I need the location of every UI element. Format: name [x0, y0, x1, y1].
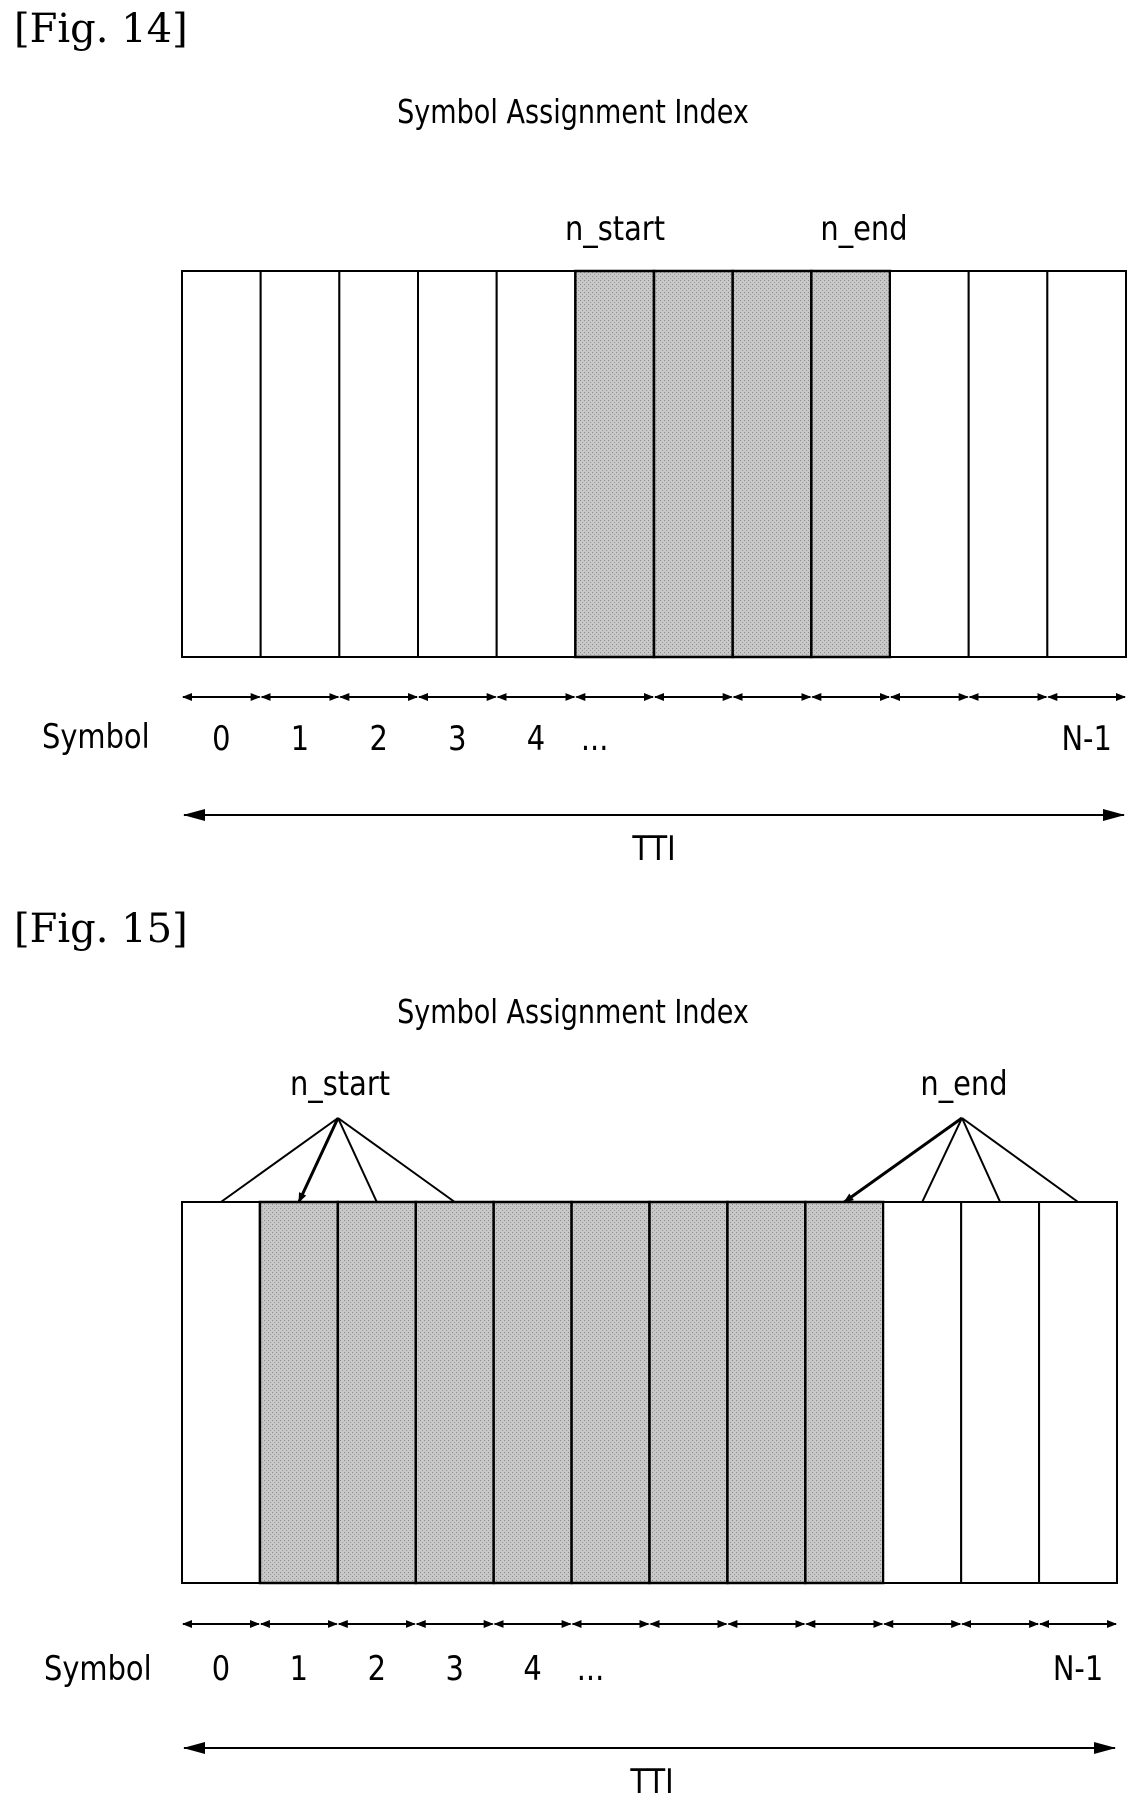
n-end-pointer [844, 1118, 962, 1202]
n-start-pointer [338, 1118, 455, 1202]
assigned-symbol-cell [494, 1202, 572, 1583]
symbol-index-label: 0 [212, 720, 230, 759]
symbol-cell [883, 1202, 961, 1583]
figure-15: [Fig. 15] Symbol Assignment Index n_star… [0, 900, 1146, 1807]
symbol-cell [1039, 1202, 1117, 1583]
symbol-index-label: 4 [523, 1650, 541, 1689]
symbol-index-label: 1 [291, 720, 309, 759]
n-start-label: n_start [290, 1065, 390, 1104]
symbol-index-label: 3 [446, 1650, 464, 1689]
symbol-cell [182, 1202, 260, 1583]
symbol-index-label: N-1 [1053, 1650, 1103, 1689]
symbol-cell [418, 271, 497, 657]
n-start-pointer [299, 1118, 338, 1202]
n-start-label: n_start [565, 210, 665, 249]
n-start-pointer [221, 1118, 338, 1202]
symbol-cell [261, 271, 340, 657]
symbol-cell [497, 271, 576, 657]
symbol-assignment-diagram: n_start n_end Symbol 0 1 2 3 4... N-1 TTI [0, 0, 1146, 900]
assigned-symbol-cell [727, 1202, 805, 1583]
symbol-index-label: ... [577, 1650, 605, 1689]
tti-label: TTI [631, 830, 675, 869]
symbol-index-label: 2 [369, 720, 387, 759]
symbol-assignment-diagram: n_start n_end Symbol 0 1 2 3 4... N-1 TTI [0, 900, 1146, 1807]
symbol-cell [890, 271, 969, 657]
symbol-index-label: 3 [448, 720, 466, 759]
figure-14: [Fig. 14] Symbol Assignment Index n_star… [0, 0, 1146, 900]
symbol-index-label: 2 [368, 1650, 386, 1689]
symbol-cell [961, 1202, 1039, 1583]
axis-label-symbol: Symbol [42, 718, 150, 757]
assigned-symbol-cell [805, 1202, 883, 1583]
n-end-label: n_end [820, 210, 907, 249]
assigned-symbol-cell [260, 1202, 338, 1583]
symbol-cell [969, 271, 1048, 657]
symbol-index-label: ... [581, 720, 609, 759]
assigned-symbol-cell [811, 271, 890, 657]
symbol-cell [339, 271, 418, 657]
n-end-label: n_end [920, 1065, 1007, 1104]
assigned-symbol-cell [650, 1202, 728, 1583]
assigned-symbol-cell [654, 271, 733, 657]
n-end-pointer [962, 1118, 1078, 1202]
n-start-pointer [338, 1118, 377, 1202]
tti-label: TTI [629, 1763, 673, 1802]
assigned-symbol-cell [338, 1202, 416, 1583]
axis-label-symbol: Symbol [44, 1650, 152, 1689]
symbol-index-label: 1 [290, 1650, 308, 1689]
assigned-symbol-cell [416, 1202, 494, 1583]
assigned-symbol-cell [575, 271, 654, 657]
assigned-symbol-cell [733, 271, 812, 657]
symbol-cell [182, 271, 261, 657]
symbol-index-label: 0 [212, 1650, 230, 1689]
symbol-index-label: 4 [527, 720, 545, 759]
symbol-index-label: N-1 [1061, 720, 1111, 759]
symbol-cell [1047, 271, 1126, 657]
assigned-symbol-cell [572, 1202, 650, 1583]
